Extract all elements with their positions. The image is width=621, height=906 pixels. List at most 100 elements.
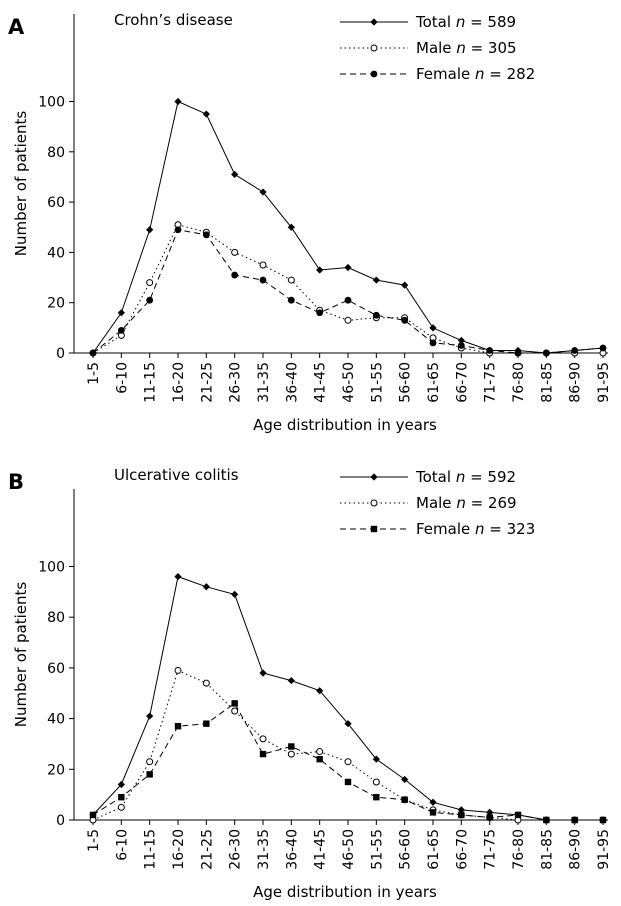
x-tick-label: 51-55 [369, 362, 385, 403]
x-tick-label: 36-40 [284, 829, 300, 870]
data-point-female [231, 700, 238, 707]
x-tick-label: 71-75 [483, 362, 499, 403]
x-tick-label: 11-15 [143, 829, 159, 870]
data-point-female [457, 342, 465, 349]
x-axis-title: Age distribution in years [253, 416, 437, 434]
x-tick-label: 76-80 [511, 362, 527, 403]
data-point-male [146, 279, 154, 287]
data-point-male [259, 261, 267, 269]
y-tick-label: 60 [47, 661, 65, 677]
data-point-female [486, 347, 494, 354]
disease-label: Ulcerative colitis [114, 466, 239, 484]
panel-letter: A [8, 15, 25, 39]
data-point-total [316, 266, 324, 274]
data-point-female [287, 296, 295, 304]
legend-marker-male [370, 44, 378, 52]
data-point-male [174, 666, 182, 674]
data-point-total [202, 583, 210, 591]
legend-marker-female [370, 525, 378, 533]
x-tick-label: 16-20 [171, 829, 187, 870]
data-point-female [599, 344, 607, 352]
legend: Total n = 592 Male n = 269 Female n = 323 [340, 468, 535, 538]
series-male [89, 221, 607, 357]
data-point-female [117, 326, 125, 334]
data-point-female [231, 271, 239, 279]
x-tick-label: 1-5 [86, 362, 102, 385]
data-point-female [259, 750, 267, 758]
series-total [89, 573, 607, 824]
x-tick-label: 31-35 [256, 829, 272, 870]
data-point-total [372, 755, 380, 763]
data-point-female [146, 771, 153, 778]
x-tick-label: 91-95 [596, 829, 612, 870]
legend-label-female: Female n = 323 [416, 520, 535, 538]
legend-marker-total [370, 473, 378, 481]
legend-label-female: Female n = 282 [416, 65, 535, 83]
y-tick-label: 20 [47, 296, 65, 312]
data-point-female [372, 311, 380, 319]
x-tick-label: 21-25 [199, 362, 215, 403]
data-point-total [344, 720, 352, 728]
x-tick-label: 86-90 [568, 362, 584, 403]
x-tick-label: 31-35 [256, 362, 272, 403]
legend-marker-male [370, 499, 378, 507]
legend-marker-female [370, 70, 378, 78]
data-point-total [259, 669, 267, 677]
data-point-male [231, 248, 239, 256]
data-point-female [174, 226, 182, 234]
disease-label: Crohn’s disease [114, 11, 233, 29]
data-point-total [429, 324, 437, 332]
panel-a: 0 20 40 60 80 100 1-5 6-10 11-15 16-20 21-25 26-30 3… [8, 11, 612, 434]
x-tick-label: 36-40 [284, 362, 300, 403]
data-point-female [373, 793, 380, 801]
legend-label-total: Total n = 589 [415, 13, 516, 31]
data-point-total [372, 276, 380, 284]
data-point-female [316, 309, 324, 317]
data-point-female [401, 796, 408, 803]
x-tick-label: 81-85 [539, 829, 555, 870]
legend-marker-total [370, 18, 378, 26]
x-tick-label: 66-70 [454, 829, 470, 870]
y-axis-title: Number of patients [12, 582, 30, 728]
data-point-total [117, 780, 125, 789]
x-tick-label: 6-10 [114, 362, 130, 394]
data-point-total [486, 808, 494, 816]
data-point-female [401, 316, 409, 324]
data-point-female [174, 723, 182, 730]
data-point-total [401, 281, 409, 289]
legend-label-male: Male n = 269 [416, 494, 517, 512]
data-point-female [514, 349, 522, 357]
data-point-male [202, 679, 210, 687]
x-tick-label: 56-60 [398, 829, 414, 870]
data-point-female [344, 778, 352, 786]
data-point-total [146, 226, 154, 234]
data-point-female [543, 816, 550, 824]
data-point-female [316, 755, 323, 763]
y-tick-label: 100 [38, 95, 65, 111]
legend: Total n = 589 Male n = 305 Female n = 282 [340, 13, 535, 83]
y-tick-label: 0 [56, 346, 65, 362]
data-point-female [203, 720, 210, 727]
data-point-total [259, 188, 267, 196]
data-point-male [344, 758, 352, 766]
x-tick-label: 41-45 [313, 362, 329, 403]
x-tick-label: 61-65 [426, 362, 442, 403]
data-point-total [117, 309, 125, 317]
x-tick-label: 56-60 [398, 362, 414, 403]
data-point-female [146, 296, 154, 304]
series-female [89, 700, 607, 824]
data-point-female [89, 811, 97, 819]
data-point-total [287, 223, 295, 231]
series-female [89, 226, 607, 357]
data-point-female [429, 339, 437, 347]
data-point-female [429, 809, 437, 816]
data-point-male [259, 735, 267, 743]
x-tick-label: 86-90 [568, 829, 584, 870]
y-tick-label: 100 [38, 560, 65, 576]
x-tick-label: 26-30 [228, 829, 244, 870]
data-point-male [146, 758, 154, 766]
y-tick-label: 40 [47, 245, 65, 261]
data-point-total [174, 573, 182, 581]
data-point-male [231, 707, 239, 715]
